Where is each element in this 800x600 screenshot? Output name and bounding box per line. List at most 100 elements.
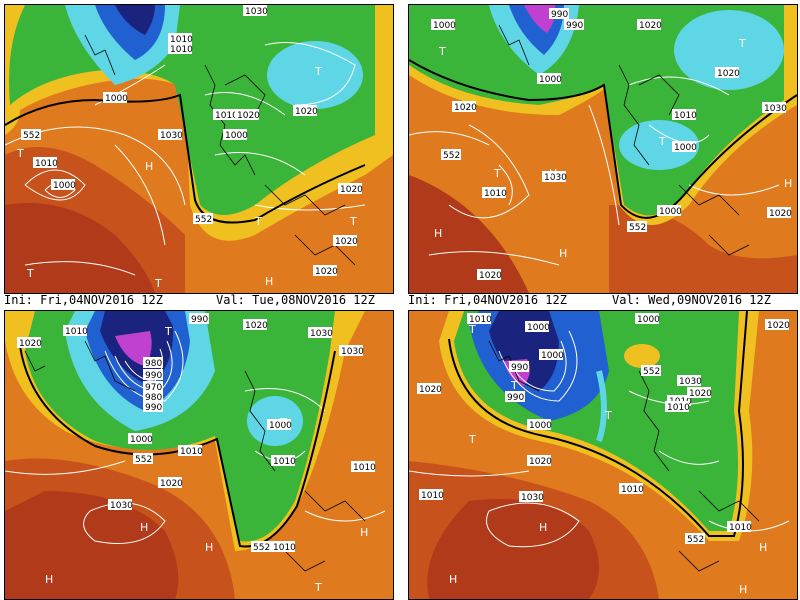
isobar-label: 1010 [729,523,752,533]
isobar-label: 990 [191,315,208,325]
isobar-labels: 990 1000 990 1020 1000 1020 1020 1030 10… [431,8,792,281]
isobar-labels: 1010 1000 1000 1020 1000 990 552 1030 10… [417,313,790,545]
warm-airmass-zone [609,205,797,293]
pressure-centers: T T H T H T T T [16,65,357,290]
cold-core-east [674,10,784,90]
isobar-label: 1000 [529,421,552,431]
isobar-label: 552 [135,455,152,465]
isobar-label: 1020 [717,69,740,79]
isobar-label: 990 [511,363,528,373]
isobar-label: 1030 [764,104,787,114]
coastlines [498,24,750,256]
isobar-label: 1010 [353,463,376,473]
isobar-label: 990 [145,371,162,381]
forecast-map-tue-08nov: 1030 1010 1010 1000 1020 1010 1020 1000 … [4,4,394,294]
isobar-label: 1010 [65,327,88,337]
isobar-label: 552 [195,215,212,225]
isobar-label: 1020 [767,321,790,331]
forecast-map-bottom-right: 1010 1000 1000 1020 1000 990 552 1030 10… [408,310,798,600]
isobar-label: 1010 [674,111,697,121]
isobar-label: 1030 [310,329,333,339]
isobar-label: 1010 [273,543,296,553]
isobar-label: 552 [443,151,460,161]
isobar-label: 552 [23,131,40,141]
low-pressure-mark: T [438,45,446,58]
high-pressure-mark: H [434,227,442,240]
552-contour [19,345,336,548]
isobar-label: 1020 [160,479,183,489]
hot-airmass-zone [427,499,599,599]
isobar-label: 1020 [529,457,552,467]
isobar-label: 1010 [170,35,193,45]
isobar-labels: 1010 990 1020 1030 1020 980 990 970 980 … [17,313,376,553]
low-pressure-mark: T [349,215,357,228]
isobar-label: 1000 [539,75,562,85]
isobar-label: 1020 [19,339,42,349]
cold-core-central [619,120,699,170]
hot-airmass-zone [5,491,179,599]
pressure-centers: T T T H T H H H [449,323,767,596]
map-canvas: 1030 1010 1010 1000 1020 1010 1020 1000 … [5,5,393,293]
isobar-label: 1000 [674,143,697,153]
isobar-label: 1000 [659,207,682,217]
isobar-label: 1010 [215,111,238,121]
high-pressure-mark: H [784,177,792,190]
isobar-label: 980 [145,393,162,403]
isobar-label: 1020 [479,271,502,281]
isobar-label: 1020 [454,103,477,113]
map-canvas: 990 1000 990 1020 1000 1020 1020 1030 10… [409,5,797,293]
high-pressure-mark: H [449,573,457,586]
isobar-label: 1010 [35,159,58,169]
high-pressure-mark: H [145,160,153,173]
isobar-label: 1020 [639,21,662,31]
isobar-label: 1010 [469,315,492,325]
high-pressure-mark: H [759,541,767,554]
map-canvas: 1010 990 1020 1030 1020 980 990 970 980 … [5,311,393,599]
hot-airmass-zone [5,203,155,293]
low-pressure-mark: T [738,37,746,50]
isobar-label: 1000 [637,315,660,325]
low-pressure-mark: T [154,277,162,290]
isobar-label: 552 [643,367,660,377]
isobar-label: 1020 [689,389,712,399]
low-pressure-mark: T [314,65,322,78]
552-contour [448,311,748,537]
low-pressure-mark: T [16,147,24,160]
isobar-label: 980 [145,359,162,369]
hot-airmass-zone [409,175,529,293]
isobar-label: 1010 [180,447,203,457]
low-pressure-mark: T [279,416,287,429]
isobar-label: 1010 [484,189,507,199]
isobar-label: 990 [566,21,583,31]
low-pressure-mark: T [468,323,476,336]
isobar-label: 552 [253,543,270,553]
high-pressure-mark: H [265,275,273,288]
high-pressure-mark: H [539,521,547,534]
isobar-label: 1020 [315,267,338,277]
map-canvas: 1010 1000 1000 1020 1000 990 552 1030 10… [409,311,797,599]
isobar-label: 552 [629,223,646,233]
isobar-label: 1030 [679,377,702,387]
isobar-label: 1020 [245,321,268,331]
isobar-label: 990 [145,403,162,413]
isobar-label: 1010 [273,457,296,467]
isobar-label: 1030 [245,7,268,17]
isobar-label: 1020 [419,385,442,395]
high-pressure-mark: H [140,521,148,534]
deep-low-core [115,5,155,35]
pressure-centers: T T T H T H H H [434,37,792,260]
isobar-label: 1020 [237,111,260,121]
init-time-caption-right: Ini: Fri,04NOV2016 12Z [408,293,567,307]
isobar-label: 1000 [130,435,153,445]
isobar-label: 1030 [160,131,183,141]
isobar-label: 1020 [340,185,363,195]
low-pressure-mark: T [314,581,322,594]
isobar-label: 1020 [295,107,318,117]
isobar-label: 1000 [527,323,550,333]
isobar-label: 552 [687,535,704,545]
low-pressure-mark: T [510,379,518,392]
low-pressure-mark: T [164,325,172,338]
high-pressure-mark: H [559,247,567,260]
552-contour [5,93,366,224]
isobar-label: 1030 [341,347,364,357]
